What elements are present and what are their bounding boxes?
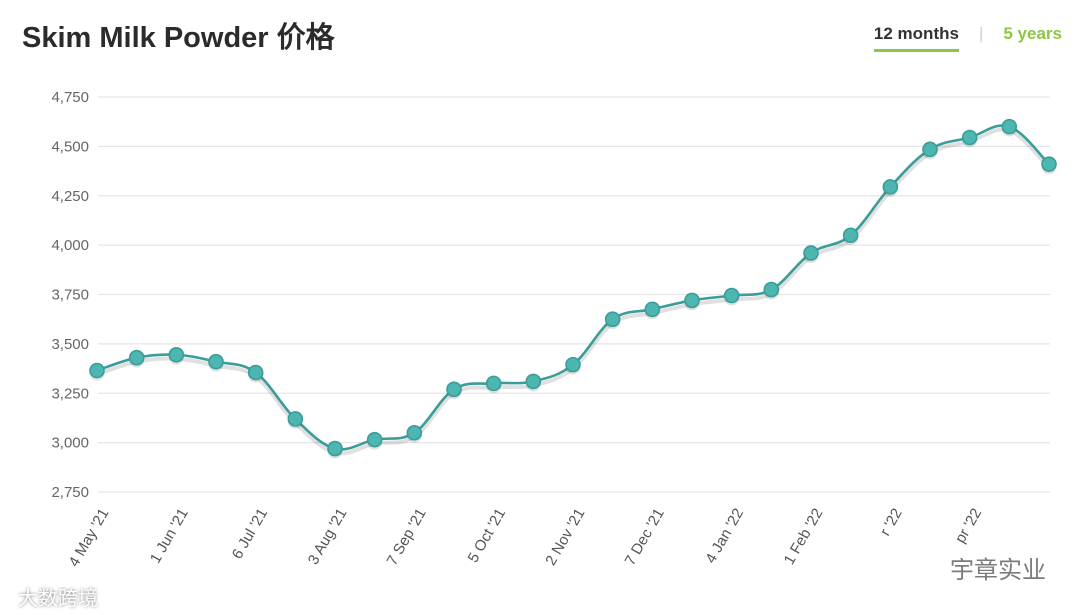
y-tick-label: 3,750	[51, 287, 89, 304]
data-point[interactable]	[922, 141, 938, 158]
grid-lines	[98, 96, 1050, 493]
data-point[interactable]	[446, 381, 462, 398]
x-tick-label: pr '22	[952, 506, 985, 547]
watermark-right: 宇章实业	[950, 557, 1046, 584]
tab-5-years[interactable]: 5 years	[1003, 24, 1062, 43]
data-point[interactable]	[961, 129, 978, 146]
x-tick-label: 6 Jul '21	[229, 506, 271, 562]
data-point[interactable]	[565, 356, 581, 373]
data-point[interactable]	[803, 245, 819, 261]
x-tick-label: 4 May '21	[65, 506, 112, 570]
y-axis-ticks: 2,750 3,000 3,250 3,500 3,750 4,000 4,250 4,500…	[51, 89, 89, 501]
x-tick-label: 3 Aug '21	[305, 506, 351, 568]
data-point[interactable]	[604, 311, 621, 327]
x-tick-label: 4 Jan '22	[702, 506, 747, 567]
y-tick-label: 2,750	[51, 484, 89, 501]
chart-title: Skim Milk Powder 价格	[22, 22, 335, 54]
data-point[interactable]	[723, 287, 740, 304]
data-point[interactable]	[1041, 156, 1057, 172]
data-point[interactable]	[247, 364, 264, 381]
x-tick-label: 5 Oct '21	[465, 505, 510, 565]
data-point[interactable]	[208, 353, 224, 370]
y-tick-label: 4,750	[51, 89, 89, 106]
y-tick-label: 3,500	[51, 336, 89, 353]
data-point[interactable]	[366, 431, 383, 448]
data-point[interactable]	[168, 346, 185, 363]
tab-12-months[interactable]: 12 months	[873, 24, 959, 52]
data-point[interactable]	[763, 281, 780, 298]
x-tick-label: 2 Nov '21	[542, 506, 588, 569]
x-tick-label: 7 Dec '21	[622, 506, 668, 569]
data-point[interactable]	[684, 292, 700, 309]
series-line-shadow	[96, 127, 1051, 456]
y-tick-label: 3,000	[51, 435, 89, 452]
data-point[interactable]	[644, 301, 661, 318]
x-tick-label: 1 Feb '22	[781, 506, 827, 568]
data-point[interactable]	[1001, 118, 1018, 135]
x-tick-label: 1 Jun '21	[147, 506, 192, 567]
x-tick-label: r '22	[877, 506, 906, 539]
watermark-left: 大数跨境	[18, 588, 98, 610]
data-point[interactable]	[406, 424, 423, 441]
price-series	[89, 118, 1057, 459]
y-tick-label: 3,250	[51, 385, 89, 402]
y-tick-label: 4,250	[51, 188, 89, 205]
y-tick-label: 4,500	[51, 138, 89, 155]
data-point[interactable]	[882, 179, 899, 195]
data-point[interactable]	[327, 440, 343, 457]
data-point[interactable]	[89, 362, 105, 379]
data-point[interactable]	[128, 349, 145, 366]
data-point[interactable]	[485, 375, 502, 392]
data-point[interactable]	[525, 373, 542, 390]
range-tabs: 12 months | 5 years	[873, 24, 1062, 52]
x-tick-label: 7 Sep '21	[384, 506, 430, 569]
tab-separator: |	[978, 24, 984, 43]
y-tick-label: 4,000	[51, 237, 89, 254]
data-point[interactable]	[842, 227, 859, 244]
data-point[interactable]	[287, 411, 304, 427]
x-axis-ticks: 4 May '21 1 Jun '21 6 Jul '21 3 Aug '21 7 Se…	[65, 505, 985, 569]
